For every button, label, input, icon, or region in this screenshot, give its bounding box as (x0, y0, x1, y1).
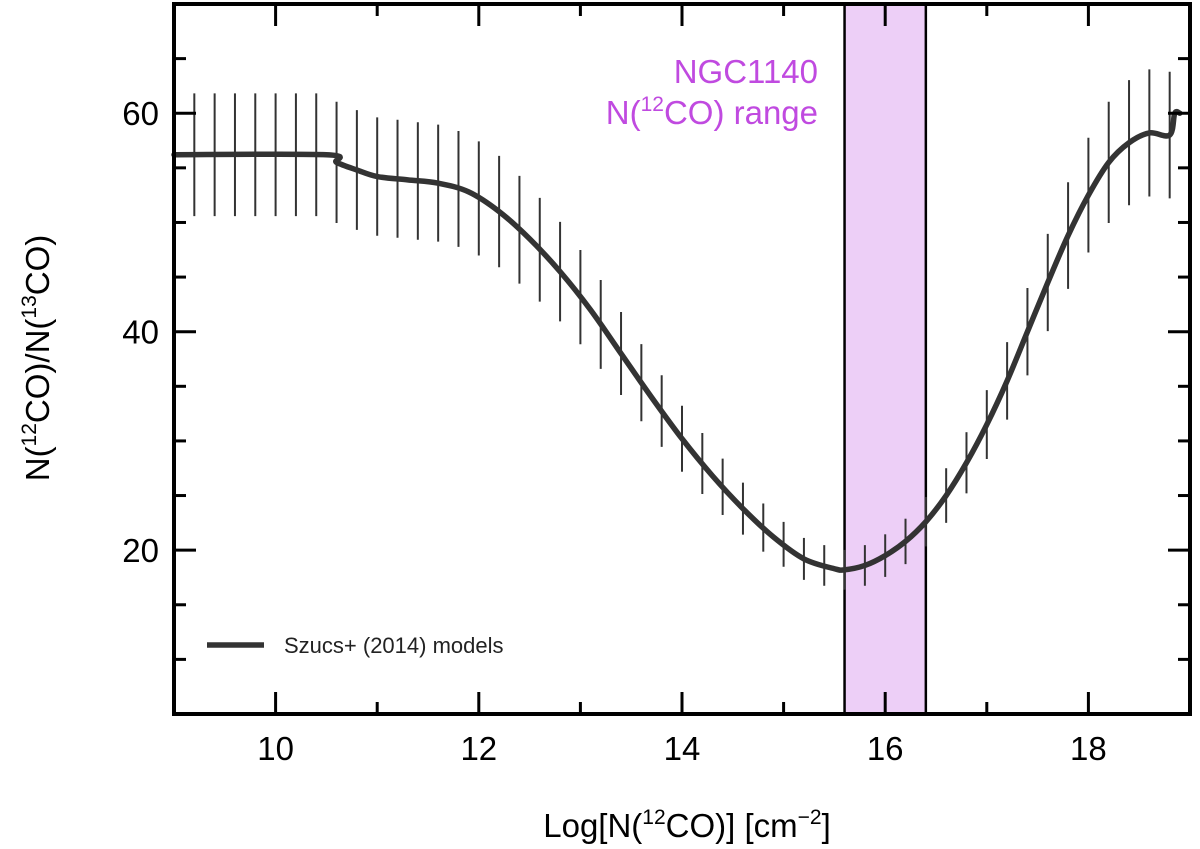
error-bars (173, 69, 1171, 590)
plot-frame (172, 2, 1192, 716)
y-tick-labels: 20 40 60 (122, 95, 159, 569)
band-label-line2: N(12CO) range (606, 93, 818, 131)
x-tick-label: 10 (257, 730, 294, 767)
model-curve (171, 108, 1183, 573)
y-axis-title: N(12CO)/N(13CO) (18, 235, 56, 482)
x-axis-title: Log[N(12CO)] [cm−2] (543, 806, 831, 844)
y-tick-label: 20 (122, 532, 159, 569)
legend-label: Szucs+ (2014) models (284, 633, 504, 658)
band-label-line1: NGC1140 (674, 53, 818, 90)
y-tick-label: 40 (122, 314, 159, 351)
y-tick-label: 60 (122, 95, 159, 132)
x-tick-label: 16 (867, 730, 904, 767)
x-tick-label: 18 (1070, 730, 1107, 767)
x-tick-label: 14 (664, 730, 701, 767)
ngc1140-range-band (844, 4, 926, 714)
x-tick-labels: 10 12 14 16 18 (257, 730, 1107, 767)
x-tick-label: 12 (460, 730, 497, 767)
